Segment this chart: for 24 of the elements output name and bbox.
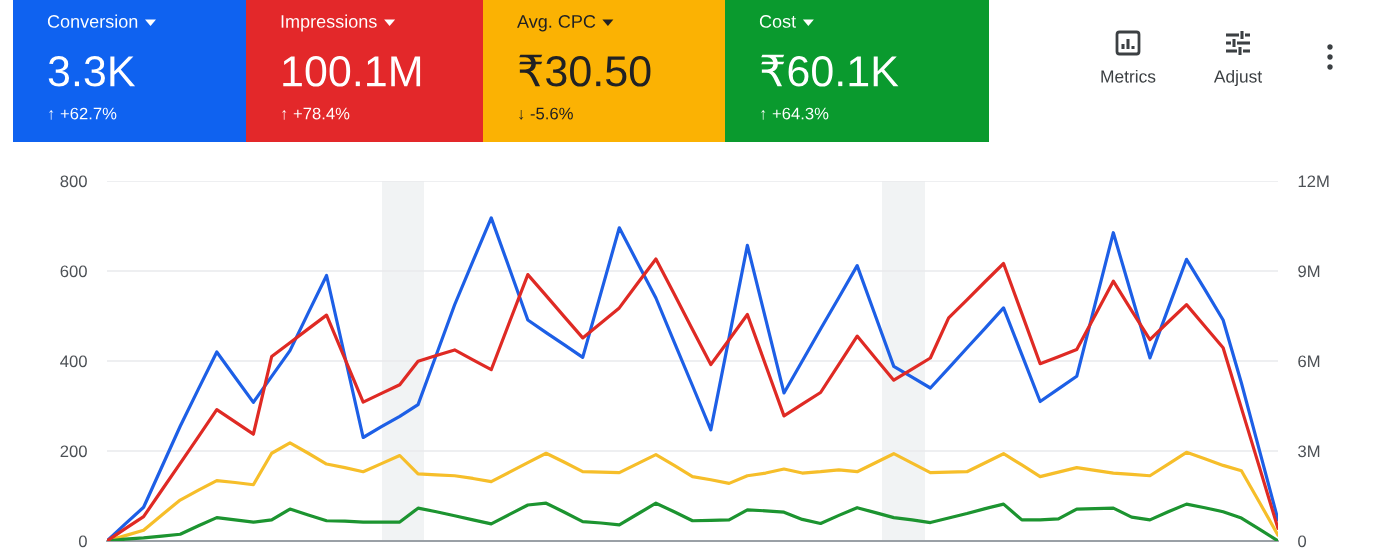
text: Adjust bbox=[1213, 69, 1262, 87]
category-label: Cost bbox=[759, 15, 796, 28]
y-tick-label: 0 bbox=[78, 535, 87, 548]
text: ↑ +64.3% bbox=[761, 107, 829, 120]
category-label: Impressions bbox=[281, 14, 377, 32]
y2-tick-label: 0 bbox=[1298, 535, 1307, 548]
y2-tick-label: 6M bbox=[1298, 355, 1320, 368]
y2-tick-label: 3M bbox=[1298, 445, 1320, 458]
y-tick-label: 200 bbox=[60, 445, 87, 458]
text: 3.3K bbox=[48, 56, 136, 87]
text: ↓ -5.6% bbox=[519, 107, 573, 120]
text: ↑ +62.7% bbox=[49, 107, 117, 120]
category-label: Avg. CPC bbox=[517, 15, 596, 32]
text: ₹60.1K bbox=[761, 54, 899, 87]
y2-tick-label: 12M bbox=[1298, 175, 1329, 188]
text: 100.1M bbox=[283, 56, 421, 87]
category-label: Conversion bbox=[47, 14, 138, 28]
text: Metrics bbox=[1101, 69, 1156, 83]
y-tick-label: 800 bbox=[60, 175, 87, 188]
y2-tick-label: 9M bbox=[1298, 265, 1320, 278]
y-tick-label: 400 bbox=[60, 355, 87, 368]
text: ₹30.50 bbox=[519, 54, 651, 87]
y-tick-label: 600 bbox=[60, 265, 87, 278]
text: ↑ +78.4% bbox=[282, 107, 350, 120]
